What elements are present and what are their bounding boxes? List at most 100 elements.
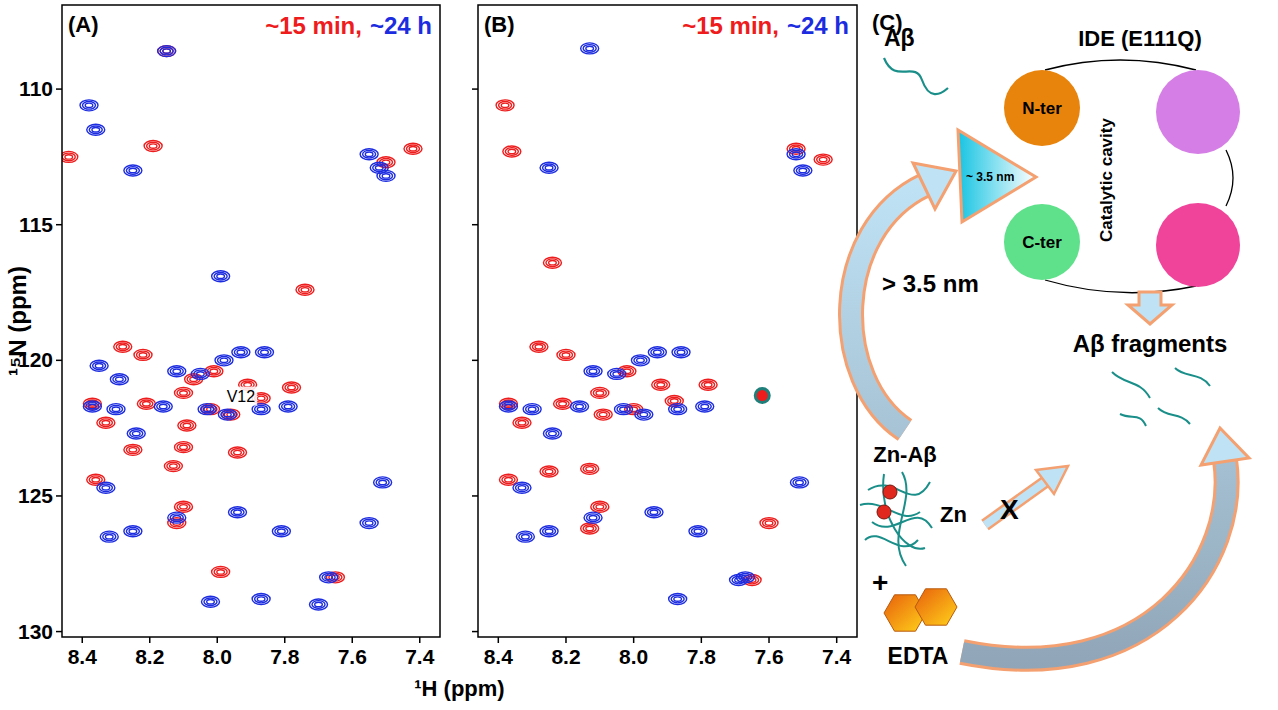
- peak: [320, 572, 338, 583]
- label: Aβ fragments: [1073, 330, 1228, 357]
- contour: [229, 447, 247, 458]
- x-tick: [701, 637, 703, 643]
- contour: [583, 525, 596, 533]
- x-tick-label: 8.4: [484, 645, 514, 668]
- peak: [97, 417, 115, 428]
- peak: [615, 404, 633, 415]
- contour: [65, 155, 73, 159]
- contour: [674, 597, 682, 601]
- contour: [232, 347, 250, 358]
- contour: [177, 443, 190, 451]
- contour: [513, 482, 531, 493]
- annotation-patch: [225, 387, 258, 406]
- peak: [669, 404, 687, 415]
- x-tick-label: 7.4: [405, 645, 435, 668]
- contour: [62, 151, 78, 162]
- contour: [523, 404, 541, 415]
- contour: [170, 514, 183, 522]
- contour: [635, 409, 653, 420]
- x-tick: [149, 637, 151, 643]
- peak: [360, 518, 378, 529]
- contour: [594, 409, 612, 420]
- contour: [217, 570, 225, 574]
- peak: [516, 531, 534, 542]
- contour: [168, 512, 186, 523]
- contour: [62, 153, 75, 161]
- contour: [177, 503, 190, 511]
- label: IDE (E111Q): [1078, 26, 1202, 51]
- contour: [175, 501, 193, 512]
- contour: [765, 521, 773, 525]
- peak: [110, 374, 128, 385]
- peak: [584, 512, 602, 523]
- cavity-entrance: [958, 130, 1036, 222]
- peak: [134, 349, 152, 360]
- x-tick-label: 7.6: [338, 645, 367, 668]
- contour: [110, 374, 128, 385]
- contour: [543, 257, 561, 268]
- contour: [310, 599, 328, 610]
- x-tick-label: 8.0: [203, 645, 232, 668]
- frame: [62, 5, 440, 637]
- contour: [559, 402, 567, 406]
- contour: [613, 372, 621, 376]
- contour: [278, 529, 286, 533]
- contour: [532, 343, 545, 351]
- contour: [631, 355, 649, 366]
- contour: [178, 420, 196, 431]
- contour: [284, 404, 292, 408]
- contour: [591, 501, 609, 512]
- contour: [100, 531, 118, 542]
- contour: [214, 272, 227, 280]
- contour: [379, 480, 387, 484]
- peak: [794, 165, 812, 176]
- arrow-outline: [962, 460, 1227, 659]
- contour: [545, 166, 553, 170]
- contour: [732, 576, 745, 584]
- arrow-outline: [851, 185, 925, 430]
- contour: [665, 396, 683, 407]
- contour: [573, 403, 586, 411]
- contour: [296, 284, 314, 295]
- contour: [119, 345, 127, 349]
- contour: [134, 349, 152, 360]
- contour: [508, 149, 516, 153]
- label: ~ 3.5 nm: [966, 170, 1014, 184]
- contour: [591, 387, 609, 398]
- contour: [129, 529, 137, 533]
- x-tick: [284, 637, 286, 643]
- contour: [669, 404, 687, 415]
- contour: [545, 469, 553, 473]
- contour: [528, 407, 536, 411]
- contour: [217, 274, 225, 278]
- contour: [129, 168, 137, 172]
- contour: [234, 450, 242, 454]
- contour: [210, 369, 218, 373]
- peak: [164, 461, 182, 472]
- series: [62, 46, 422, 583]
- contour: [549, 431, 557, 435]
- annotation: V12: [225, 387, 258, 406]
- peak: [202, 596, 220, 607]
- peak: [283, 382, 301, 393]
- contour: [610, 370, 623, 378]
- peak: [696, 401, 714, 412]
- edta-ring: [915, 589, 957, 625]
- contour: [282, 403, 295, 411]
- contour: [105, 534, 113, 538]
- contour: [103, 533, 116, 541]
- y-tick: [56, 495, 62, 497]
- contour: [526, 405, 539, 413]
- peak: [62, 151, 78, 162]
- contour: [794, 165, 812, 176]
- contour: [796, 480, 804, 484]
- peak: [554, 398, 572, 409]
- contour: [556, 400, 569, 408]
- contour: [516, 531, 534, 542]
- peak: [377, 170, 395, 181]
- contour: [252, 594, 270, 605]
- contour: [261, 350, 269, 354]
- peak: [665, 396, 683, 407]
- peak: [168, 512, 186, 523]
- contour: [224, 412, 232, 416]
